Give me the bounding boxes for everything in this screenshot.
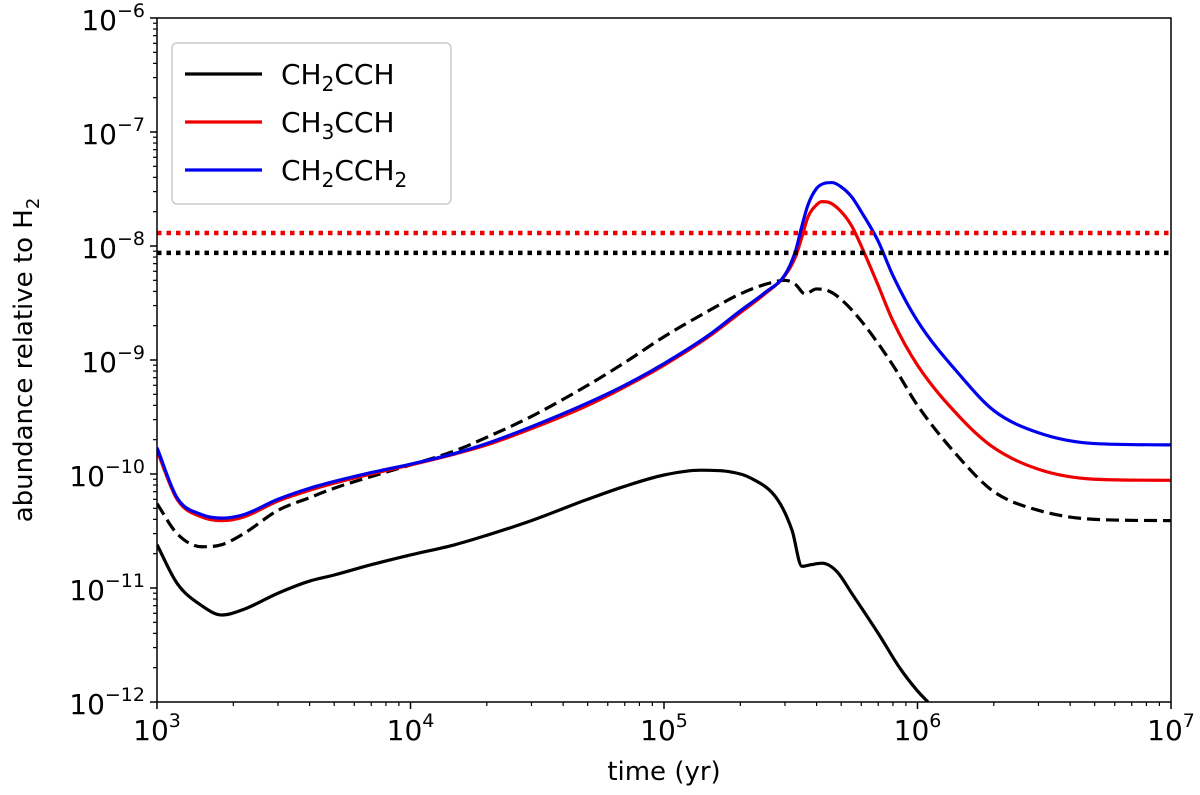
x-tick-label: 106: [894, 710, 942, 747]
y-axis-title-subscript: 2: [23, 198, 44, 209]
series-line-ch2cch: [157, 468, 930, 702]
legend: CH2CCH CH3CCH CH2CCH2: [171, 42, 452, 205]
y-tick-label: 10−11: [69, 570, 145, 607]
y-tick-label: 10−12: [69, 684, 145, 721]
legend-label: CH2CCH: [281, 58, 395, 96]
x-tick-label: 103: [133, 710, 181, 747]
series-layer: [157, 180, 1171, 702]
x-tick-label: 105: [640, 710, 688, 747]
x-axis-title: time (yr): [607, 757, 720, 787]
tick-layer: 103 104 105 106 107 10−12 10−11 10−10 10−9 10−8 10…: [69, 0, 1195, 747]
legend-box: [171, 42, 452, 205]
y-tick-label: 10−7: [81, 114, 145, 151]
x-tick-label: 107: [1147, 710, 1195, 747]
y-tick-label: 10−9: [81, 342, 145, 379]
y-axis-title: abundance relative to H2: [9, 198, 44, 523]
series-line-ch2cch-dashed: [157, 278, 1171, 549]
legend-label: CH2CCH2: [281, 154, 407, 192]
y-axis-title-main: abundance relative to H: [9, 209, 39, 522]
series-line-ch2cch2: [157, 180, 1171, 520]
y-tick-label: 10−6: [81, 0, 145, 37]
y-tick-label: 10−10: [69, 456, 145, 493]
legend-label: CH3CCH: [281, 106, 395, 144]
x-tick-label: 104: [387, 710, 435, 747]
y-tick-label: 10−8: [81, 228, 145, 265]
